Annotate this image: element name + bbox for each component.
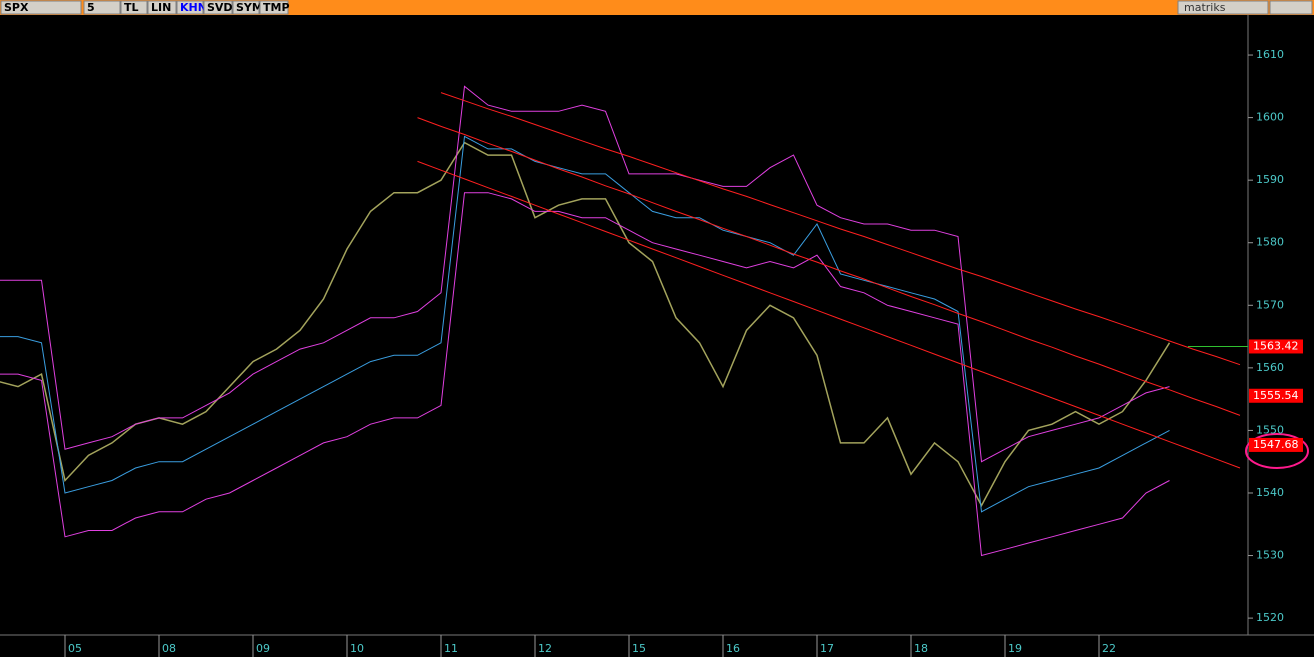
x-tick-label: 08 xyxy=(162,642,176,655)
series-line xyxy=(0,85,1170,463)
price-label: 1547.68 xyxy=(1253,438,1299,451)
brand-box xyxy=(1177,0,1269,15)
y-tick-label: 1540 xyxy=(1256,486,1284,499)
toolbar-button[interactable] xyxy=(259,0,289,15)
x-tick-label: 17 xyxy=(820,642,834,655)
toolbar-button[interactable] xyxy=(120,0,148,15)
price-label: 1555.54 xyxy=(1253,389,1299,402)
y-tick-label: 1600 xyxy=(1256,111,1284,124)
toolbar-button-label[interactable]: 5 xyxy=(87,1,95,14)
x-tick-label: 15 xyxy=(632,642,646,655)
series-line xyxy=(417,160,1241,469)
toolbar-button-label[interactable]: TMP xyxy=(263,1,290,14)
y-tick-label: 1590 xyxy=(1256,173,1284,186)
highlight-circle xyxy=(1245,433,1309,469)
toolbar-button-label[interactable]: KHN xyxy=(180,1,207,14)
price-label-box xyxy=(1249,339,1303,354)
y-tick-label: 1520 xyxy=(1256,611,1284,624)
x-tick-label: 12 xyxy=(538,642,552,655)
symbol-box-label[interactable]: SPX xyxy=(4,1,29,14)
price-label-box xyxy=(1249,437,1303,452)
price-label: 1563.42 xyxy=(1253,339,1299,352)
x-tick-label: 22 xyxy=(1102,642,1116,655)
y-tick-label: 1570 xyxy=(1256,298,1284,311)
toolbar-button-label[interactable]: TL xyxy=(124,1,139,14)
y-tick-label: 1560 xyxy=(1256,361,1284,374)
series-line xyxy=(0,192,1170,557)
series-line xyxy=(0,141,1171,508)
y-tick-label: 1530 xyxy=(1256,549,1284,562)
toolbar-button[interactable] xyxy=(147,0,177,15)
symbol-box[interactable] xyxy=(0,0,82,15)
y-tick-label: 1580 xyxy=(1256,236,1284,249)
menu-button[interactable] xyxy=(1269,0,1313,15)
toolbar-button-label[interactable]: LIN xyxy=(151,1,171,14)
x-tick-label: 16 xyxy=(726,642,740,655)
toolbar xyxy=(0,0,1314,15)
toolbar-button-label[interactable]: SYM xyxy=(236,1,263,14)
brand: matriks xyxy=(1184,1,1226,14)
x-tick-label: 19 xyxy=(1008,642,1022,655)
price-label-box xyxy=(1249,388,1303,403)
y-tick-label: 1610 xyxy=(1256,48,1284,61)
toolbar-button[interactable] xyxy=(83,0,121,15)
toolbar-button[interactable] xyxy=(176,0,204,15)
toolbar-button[interactable] xyxy=(203,0,233,15)
series-line xyxy=(417,117,1241,416)
y-tick-label: 1550 xyxy=(1256,423,1284,436)
x-tick-label: 11 xyxy=(444,642,458,655)
series-line xyxy=(440,92,1241,366)
series-line xyxy=(0,135,1170,513)
x-tick-label: 05 xyxy=(68,642,82,655)
x-tick-label: 18 xyxy=(914,642,928,655)
toolbar-button[interactable] xyxy=(232,0,260,15)
toolbar-buttons: SPX 5 TL LIN KHN SVD SYM TMP matriks xyxy=(0,0,1313,15)
x-tick-label: 09 xyxy=(256,642,270,655)
toolbar-button-label[interactable]: SVD xyxy=(207,1,233,14)
x-tick-label: 10 xyxy=(350,642,364,655)
